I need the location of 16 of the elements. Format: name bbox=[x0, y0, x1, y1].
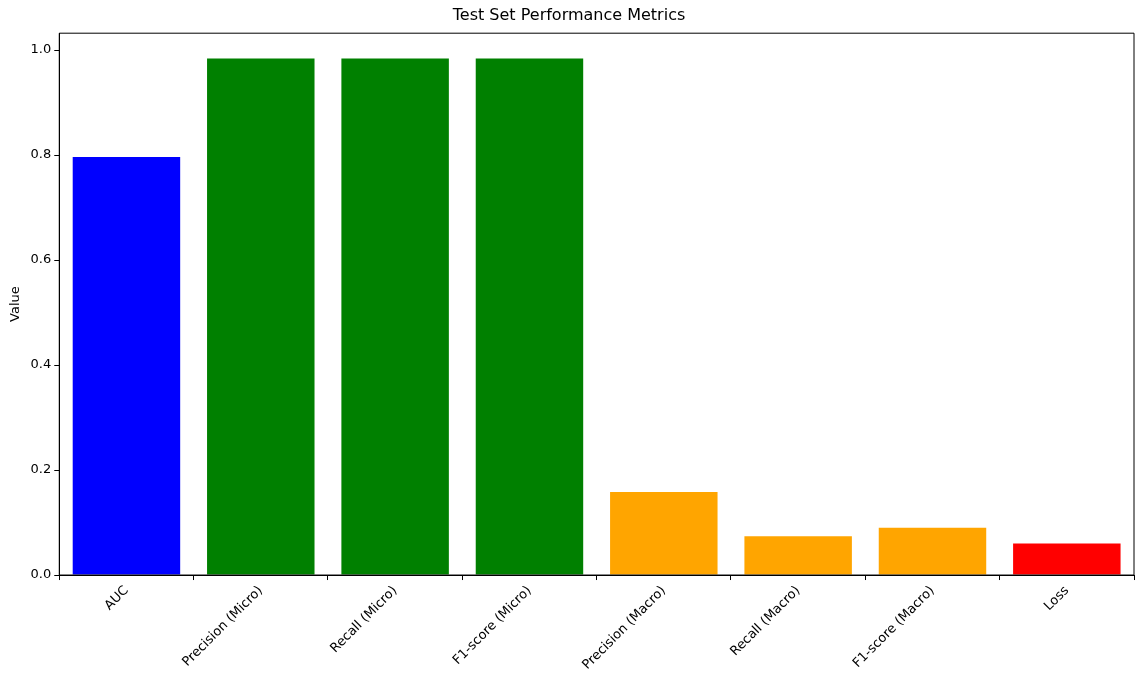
y-tick-label: 0.4 bbox=[30, 356, 52, 372]
bar bbox=[878, 527, 987, 575]
bar bbox=[72, 157, 181, 575]
bar bbox=[207, 58, 315, 575]
y-tick-label: 0.0 bbox=[30, 566, 52, 582]
y-tick-label: 0.6 bbox=[30, 251, 52, 267]
y-tick-label: 0.8 bbox=[30, 146, 52, 162]
y-axis-title: Value bbox=[7, 286, 23, 322]
bar bbox=[1013, 543, 1121, 575]
bar bbox=[475, 58, 584, 575]
bar bbox=[610, 492, 718, 575]
bar bbox=[744, 536, 852, 575]
bar bbox=[341, 58, 449, 575]
chart-title: Test Set Performance Metrics bbox=[451, 4, 686, 24]
y-tick-label: 1.0 bbox=[30, 41, 52, 57]
y-tick-label: 0.2 bbox=[30, 461, 52, 477]
